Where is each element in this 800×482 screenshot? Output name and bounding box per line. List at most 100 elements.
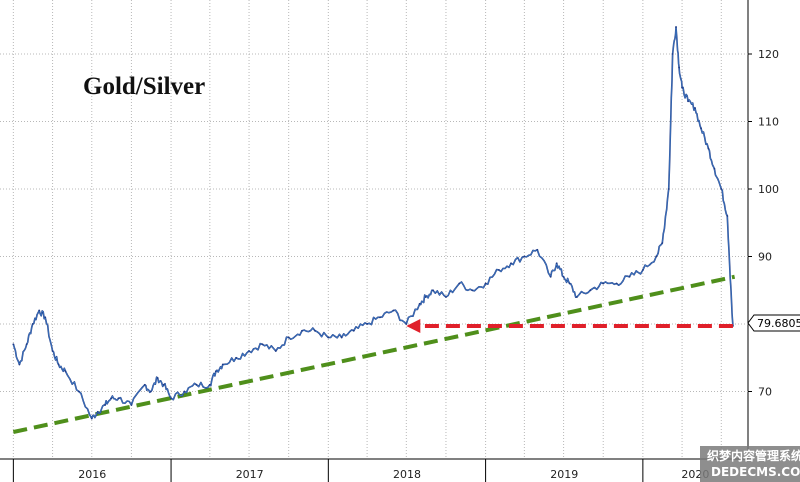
series-point [602, 282, 605, 285]
series-point [458, 282, 461, 285]
series-point [143, 383, 146, 386]
series-point [25, 343, 28, 346]
series-point [655, 255, 658, 258]
series-point [110, 397, 113, 400]
series-point [195, 383, 198, 386]
series-point [707, 147, 710, 150]
series-point [221, 363, 224, 366]
series-point [555, 262, 558, 265]
series-point [678, 66, 680, 69]
series-point [208, 383, 211, 386]
last-value-marker: 79.6805 [747, 314, 800, 332]
series-point [340, 336, 343, 339]
series-point [301, 329, 303, 332]
series-point [432, 289, 434, 292]
series-line-highlight [13, 26, 734, 419]
series-point [162, 383, 165, 386]
series-point [713, 167, 716, 170]
series-point [484, 282, 487, 285]
grid-layer [0, 0, 748, 459]
series-point [327, 336, 330, 339]
series-point [64, 370, 67, 373]
series-point [379, 316, 381, 319]
series-point [471, 289, 474, 292]
series-point [661, 242, 664, 244]
series-point [562, 275, 565, 278]
series-point [667, 188, 670, 190]
chart-title: Gold/Silver [83, 73, 205, 100]
series-point [352, 329, 355, 332]
series-point [57, 363, 60, 366]
series-point [156, 377, 159, 379]
series-point [628, 275, 631, 278]
arrow-layer [406, 319, 733, 334]
series-point [687, 100, 690, 103]
series-point [183, 390, 186, 393]
series-point [18, 363, 21, 366]
support-trendline [12, 274, 736, 434]
watermark-background [700, 446, 800, 482]
series-point [445, 296, 447, 298]
watermark-line1: 织梦内容管理系统 [707, 448, 800, 463]
series-point [235, 356, 238, 359]
series-point [615, 282, 618, 285]
series-point [261, 343, 264, 346]
series-point [424, 296, 427, 298]
series-point [418, 302, 421, 305]
series-point [117, 397, 120, 400]
last-value-label: 79.6805 [757, 317, 800, 330]
series-point [44, 316, 47, 319]
series-point [51, 350, 54, 352]
y-axis-ticks: 708090100110120 [748, 48, 779, 399]
series-point [675, 26, 677, 28]
series-point [248, 350, 250, 352]
y-tick-label: 70 [758, 386, 772, 399]
y-tick-label: 90 [758, 251, 772, 264]
y-tick-label: 110 [758, 116, 779, 129]
series-point [96, 410, 99, 413]
x-year-label: 2018 [393, 468, 421, 481]
series-point [726, 215, 729, 217]
comparison-arrow-head [406, 319, 421, 334]
series-point [314, 329, 316, 332]
y-tick-label: 120 [758, 48, 779, 61]
watermark-line2: DEDECMS.COM [711, 465, 800, 479]
series-point [130, 404, 133, 406]
last-value-pointer [747, 314, 800, 332]
y-tick-label: 100 [758, 183, 779, 196]
watermark: 织梦内容管理系统 DEDECMS.COM [700, 446, 800, 482]
series-point [700, 127, 702, 130]
series-point [549, 275, 552, 278]
series-point [104, 404, 107, 406]
series-point [536, 248, 539, 251]
series-point [720, 188, 723, 190]
series-point [589, 289, 592, 292]
series-point [392, 309, 395, 312]
series-point [671, 53, 674, 55]
x-year-label: 2019 [550, 468, 578, 481]
series-point [523, 255, 526, 258]
series-point [694, 107, 696, 109]
series-point [149, 390, 152, 393]
series-point [77, 390, 80, 393]
series-layer [12, 26, 734, 420]
series-point [12, 343, 15, 346]
series-point [38, 309, 41, 312]
series-point [170, 397, 172, 400]
series-point [90, 417, 93, 420]
series-point [214, 370, 217, 373]
series-point [274, 350, 277, 352]
series-point [641, 269, 644, 271]
series-point [287, 336, 290, 339]
x-year-label: 2017 [236, 468, 264, 481]
series-point [31, 323, 34, 325]
series-point [366, 323, 369, 325]
series-point [498, 269, 500, 271]
x-year-label: 2016 [78, 468, 106, 481]
series-point [681, 86, 683, 89]
series-point [510, 262, 512, 265]
series-point [576, 296, 578, 298]
series-point [568, 282, 571, 285]
trendline-layer [12, 274, 736, 434]
